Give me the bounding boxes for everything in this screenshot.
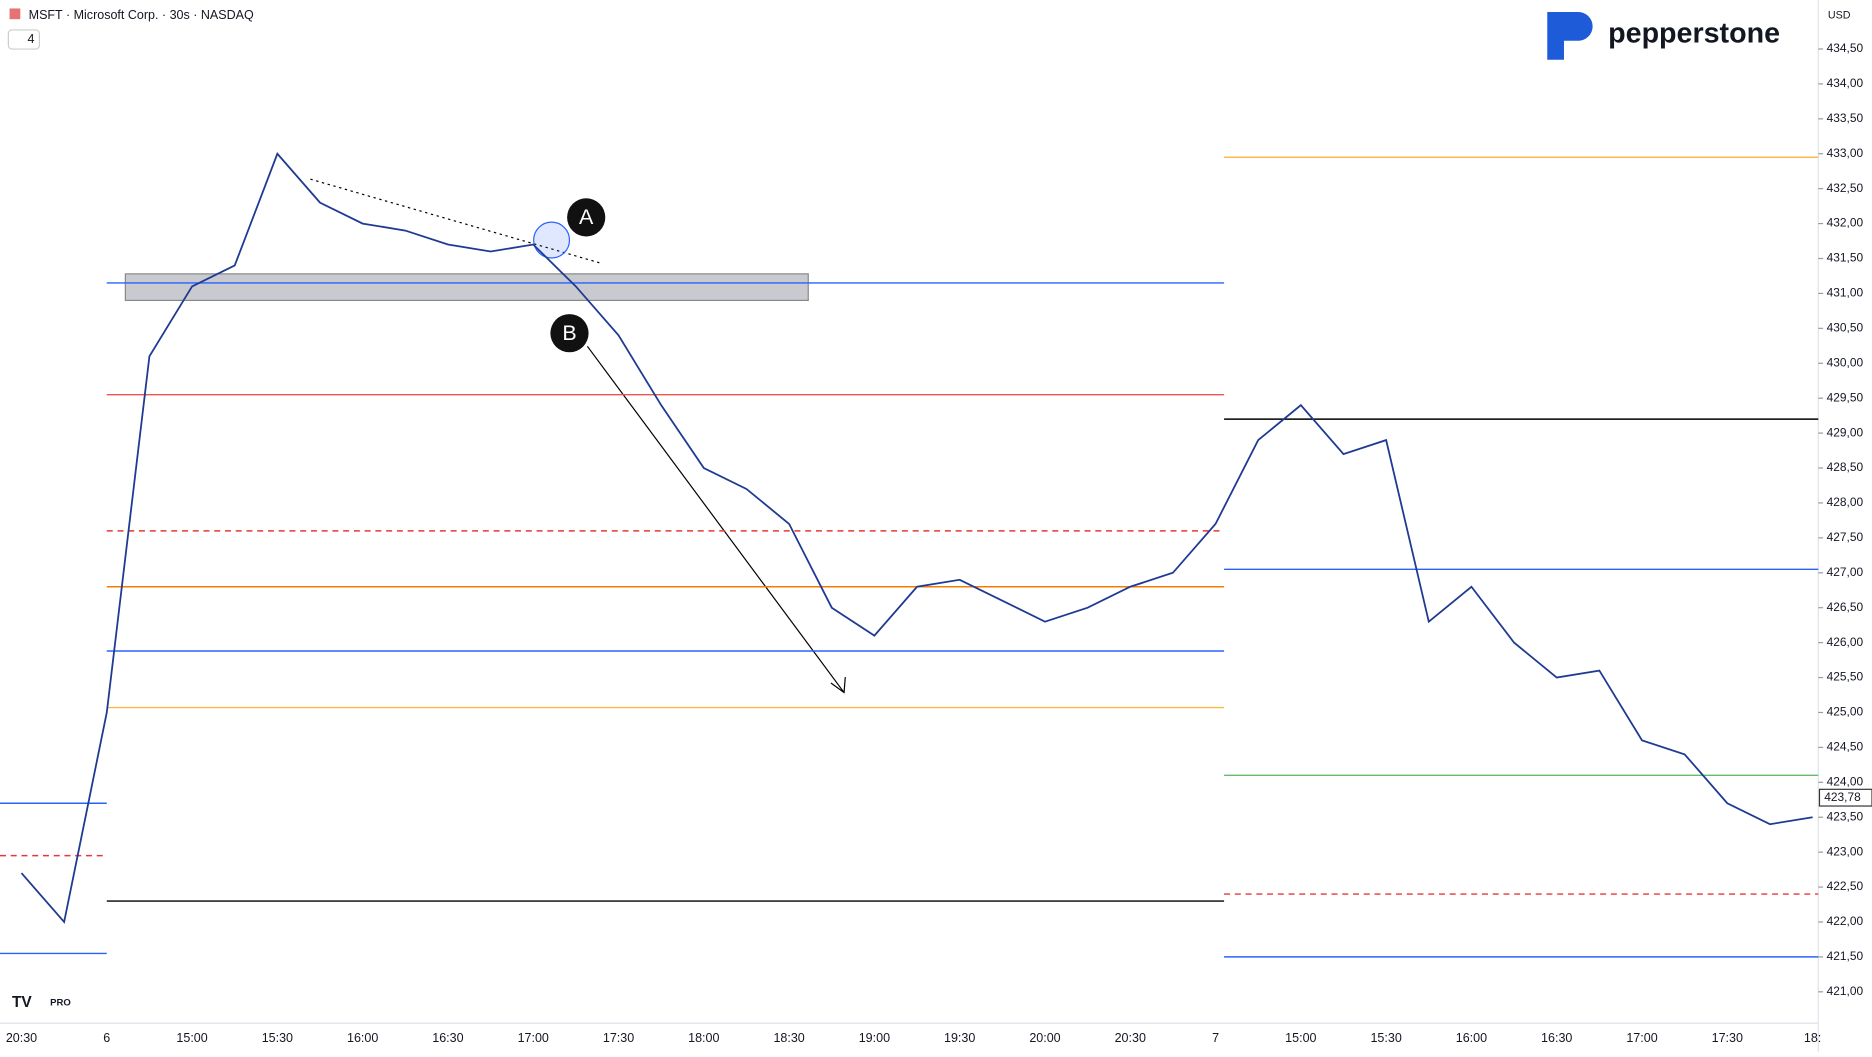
x-tick-label: 18:30	[773, 1031, 804, 1045]
x-tick-label: 15:00	[176, 1031, 207, 1045]
x-tick-label: 20:30	[6, 1031, 37, 1045]
arrow	[586, 345, 846, 694]
tv-logo: TV	[12, 994, 32, 1011]
y-tick-label: 431,00	[1827, 286, 1864, 300]
y-tick-label: 430,00	[1827, 355, 1864, 369]
trendline	[310, 178, 600, 264]
y-tick-label: 423,50	[1827, 809, 1864, 823]
indicator-toggle[interactable]	[7, 29, 40, 50]
y-tick-label: 431,50	[1827, 251, 1864, 265]
y-tick-label: 429,50	[1827, 390, 1864, 404]
y-tick-label: 426,50	[1827, 600, 1864, 614]
y-tick-label: 425,50	[1827, 670, 1864, 684]
y-tick-label: 427,50	[1827, 530, 1864, 544]
y-tick-label: 429,00	[1827, 425, 1864, 439]
symbol-icon	[9, 8, 21, 20]
brand-name: pepperstone	[1608, 17, 1780, 49]
last-price-label: 423,78	[1824, 790, 1861, 804]
y-tick-label: 427,00	[1827, 565, 1864, 579]
y-tick-label: 424,00	[1827, 774, 1864, 788]
x-tick-label: 6	[103, 1031, 110, 1045]
x-tick-label: 15:00	[1285, 1031, 1316, 1045]
y-tick-label: 433,50	[1827, 111, 1864, 125]
y-tick-label: 434,50	[1827, 41, 1864, 55]
y-tick-label: 425,00	[1827, 705, 1864, 719]
annotation-label: B	[562, 321, 576, 345]
x-tick-label: 19:00	[859, 1031, 890, 1045]
x-tick-label: 17:00	[518, 1031, 549, 1045]
y-tick-label: 432,00	[1827, 216, 1864, 230]
overlay: 421,00 421,50 422,00 422,50 423,00 423,50 424,…	[0, 41, 1872, 1045]
zone	[124, 273, 809, 302]
y-tick-label: 432,50	[1827, 181, 1864, 195]
y-tick-label: 423,00	[1827, 844, 1864, 858]
x-tick-label: 16:30	[1541, 1031, 1572, 1045]
y-tick-label: 422,00	[1827, 914, 1864, 928]
y-tick-label: 434,00	[1827, 76, 1864, 90]
x-tick-label: 17:30	[603, 1031, 634, 1045]
y-tick-label: 421,00	[1827, 984, 1864, 998]
y-tick-label: 426,00	[1827, 635, 1864, 649]
y-tick-label: 430,50	[1827, 321, 1864, 335]
x-tick-label: 20:00	[1029, 1031, 1060, 1045]
x-tick-label: 18:00	[688, 1031, 719, 1045]
currency[interactable]: USD	[1828, 9, 1851, 21]
highlight-circle	[533, 221, 571, 259]
price-line	[20, 152, 1813, 924]
last-price-tag	[1818, 788, 1872, 807]
x-tick-label: 19:30	[944, 1031, 975, 1045]
annotation-badge	[550, 314, 589, 353]
indicator-count[interactable]: 4	[27, 32, 34, 46]
x-tick-label: 17:30	[1712, 1031, 1743, 1045]
x-tick-label: 16:00	[1456, 1031, 1487, 1045]
y-tick-label: 428,50	[1827, 460, 1864, 474]
annotation-label: A	[579, 205, 594, 229]
x-tick-label: 16:30	[432, 1031, 463, 1045]
y-tick-label: 421,50	[1827, 949, 1864, 963]
x-tick-label: 17:00	[1626, 1031, 1657, 1045]
x-tick-label: 15:30	[262, 1031, 293, 1045]
x-tick-label: 20:30	[1115, 1031, 1146, 1045]
x-tick-label: 16:00	[347, 1031, 378, 1045]
symbol-title[interactable]: MSFT · Microsoft Corp. · 30s · NASDAQ	[29, 8, 254, 22]
brand-logo	[1547, 12, 1593, 60]
y-tick-label: 433,00	[1827, 146, 1864, 160]
x-tick-label: 7	[1212, 1031, 1219, 1045]
y-tick-label: 424,50	[1827, 740, 1864, 754]
y-tick-label: 422,50	[1827, 879, 1864, 893]
x-tick-label: 15:30	[1370, 1031, 1401, 1045]
tv-badge: PRO	[50, 997, 71, 1008]
x-tick-label: 18:	[1804, 1031, 1821, 1045]
annotation-badge	[567, 198, 606, 237]
y-tick-label: 428,00	[1827, 495, 1864, 509]
